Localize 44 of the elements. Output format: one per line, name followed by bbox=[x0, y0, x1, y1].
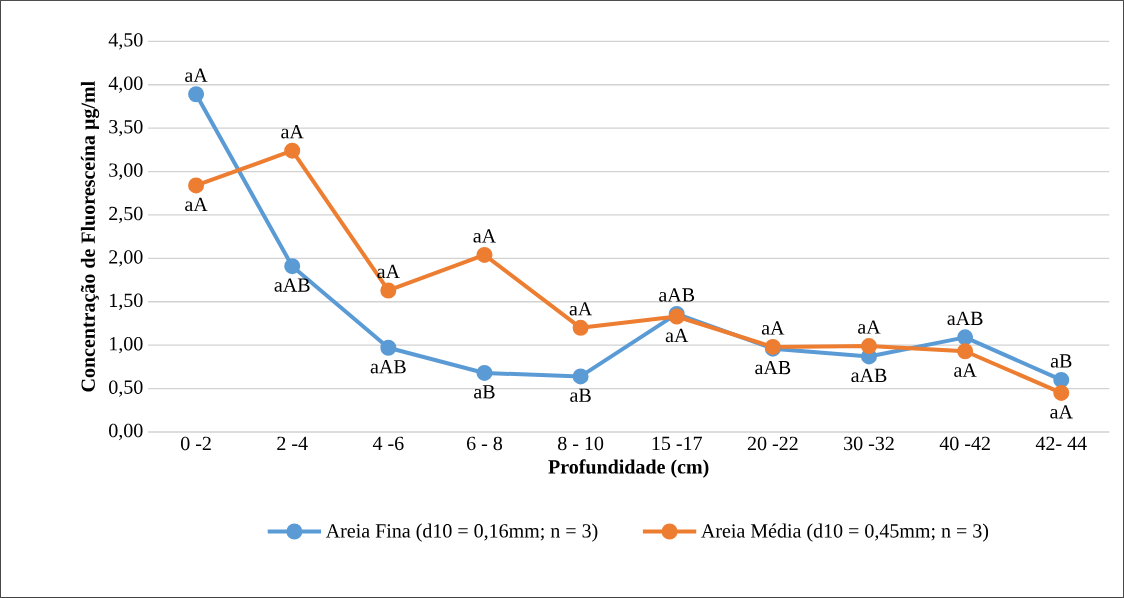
data-label: aB bbox=[474, 385, 495, 399]
data-label: aAB bbox=[370, 360, 406, 374]
y-tick-label: 2,00 bbox=[109, 250, 143, 267]
data-label: aB bbox=[570, 388, 591, 402]
x-tick-label: 2 -4 bbox=[277, 436, 308, 450]
data-label: aA bbox=[1050, 405, 1073, 419]
data-label: aAB bbox=[851, 368, 887, 383]
y-tick-label: 4,00 bbox=[108, 76, 143, 93]
data-label: aA bbox=[665, 328, 689, 343]
data-label: aAB bbox=[755, 360, 791, 375]
x-tick-label: 40 -42 bbox=[939, 436, 990, 451]
legend-label: Areia Média (d10 = 0,45mm; n = 3) bbox=[701, 523, 989, 542]
y-tick-label: 2,50 bbox=[109, 206, 143, 224]
data-label: aA bbox=[185, 68, 208, 83]
x-tick-label: 15 -17 bbox=[652, 436, 702, 451]
legend-label: Areia Fina (d10 = 0,16mm; n = 3) bbox=[325, 523, 598, 542]
x-tick-label: 8 - 10 bbox=[558, 436, 604, 451]
data-label: aAB bbox=[947, 311, 983, 326]
y-tick-label: 3,00 bbox=[109, 163, 143, 180]
x-tick-label: 30 -32 bbox=[844, 436, 894, 451]
y-tick-label: 3,50 bbox=[109, 119, 143, 137]
data-label: aA bbox=[473, 229, 496, 243]
data-label: aA bbox=[377, 264, 400, 279]
data-label: aA bbox=[858, 320, 881, 334]
x-tick-label: 0 -2 bbox=[181, 436, 211, 451]
data-label: aAB bbox=[274, 278, 310, 292]
x-tick-label: 4 -6 bbox=[372, 436, 404, 451]
y-tick-label: 0,50 bbox=[109, 380, 143, 397]
data-label: aA bbox=[281, 125, 304, 139]
data-label: aA bbox=[954, 363, 977, 377]
y-tick-label: 0,00 bbox=[109, 423, 143, 441]
data-label: aA bbox=[761, 321, 785, 335]
y-tick-label: 1,00 bbox=[110, 336, 143, 354]
y-tick-label: 1,50 bbox=[110, 293, 143, 310]
x-axis-title: Profundidade (cm) bbox=[548, 459, 709, 478]
y-tick-label: 4,50 bbox=[108, 33, 143, 50]
data-label: aB bbox=[1050, 354, 1072, 368]
data-label: aAB bbox=[659, 288, 695, 302]
x-tick-label: 42- 44 bbox=[1035, 436, 1087, 450]
y-axis-title: Concentração de Fluoresceína µg/ml bbox=[80, 81, 100, 392]
data-label: aA bbox=[185, 197, 208, 212]
data-label: aA bbox=[569, 302, 593, 316]
x-tick-label: 20 -22 bbox=[747, 436, 798, 451]
x-tick-label: 6 - 8 bbox=[467, 436, 503, 451]
